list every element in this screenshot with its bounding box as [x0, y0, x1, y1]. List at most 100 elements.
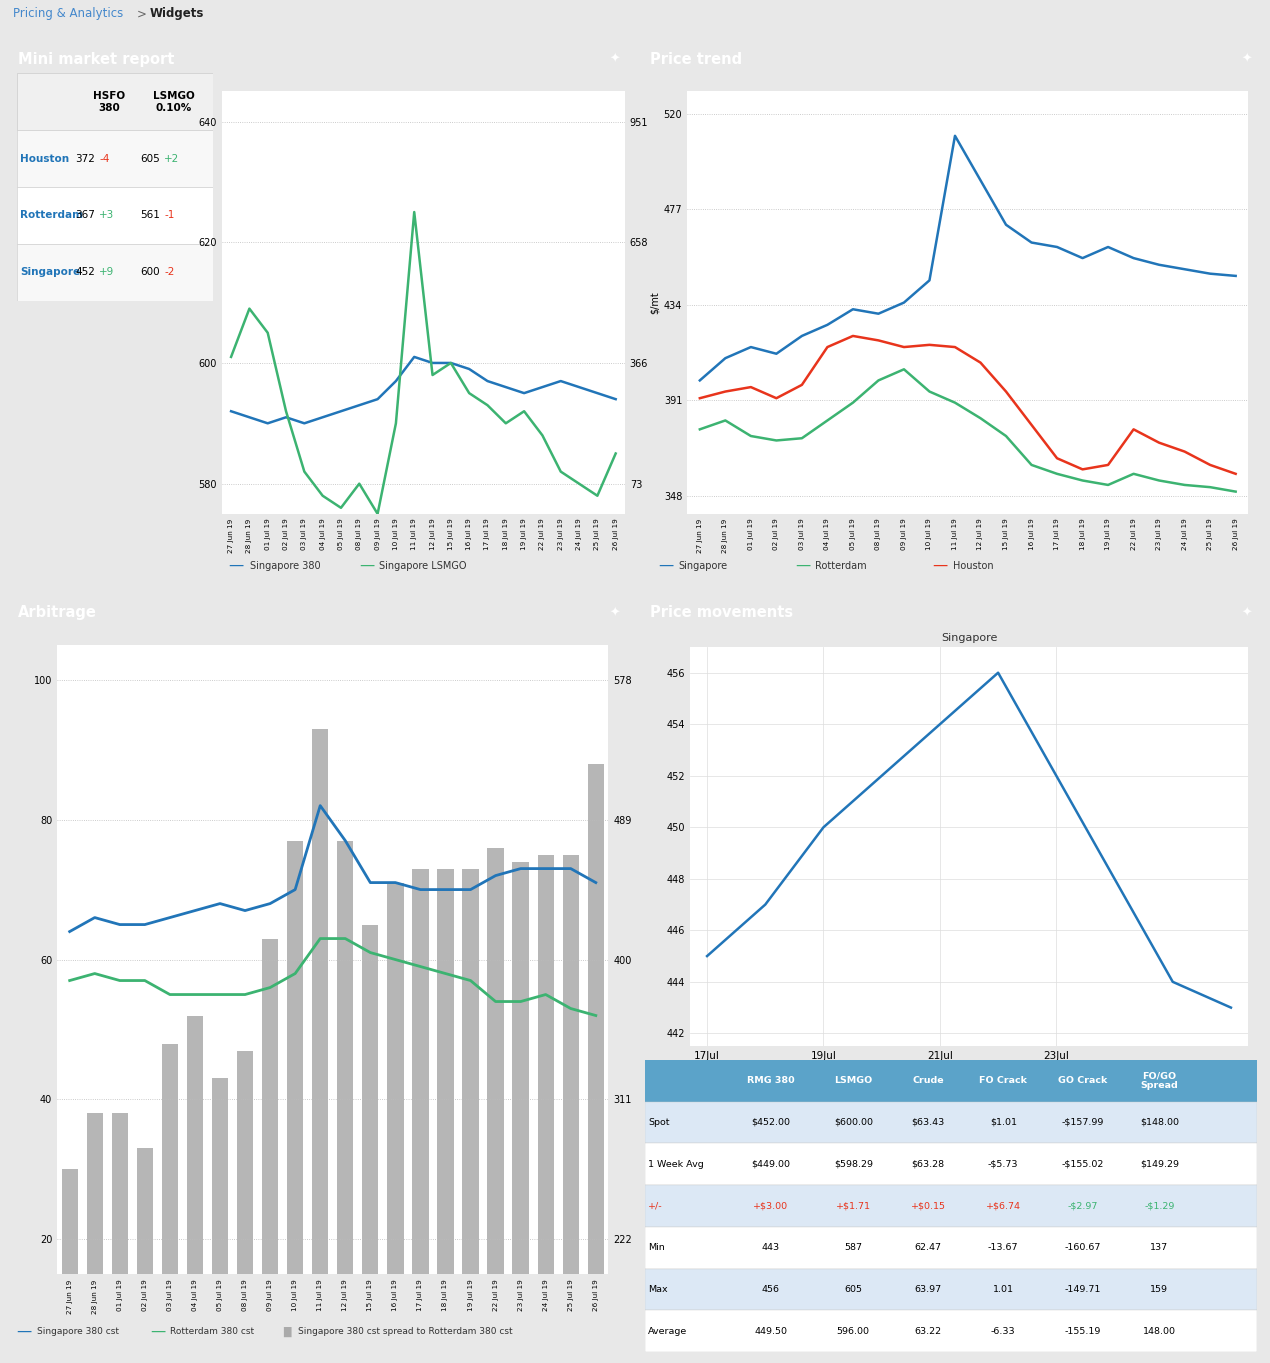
Text: Min: Min [648, 1243, 665, 1253]
Text: Singapore 380 cst spread to Rotterdam 380 cst: Singapore 380 cst spread to Rotterdam 38… [298, 1328, 513, 1336]
Bar [645, 1269, 1257, 1310]
Text: 452: 452 [75, 267, 95, 277]
Text: -149.71: -149.71 [1064, 1285, 1101, 1293]
Bar [387, 883, 404, 1363]
Text: GO Crack: GO Crack [1058, 1077, 1107, 1085]
Text: -13.67: -13.67 [988, 1243, 1019, 1253]
Text: 587: 587 [845, 1243, 862, 1253]
Text: Houston: Houston [20, 154, 70, 164]
Text: Singapore: Singapore [20, 267, 80, 277]
Text: $598.29: $598.29 [834, 1160, 872, 1168]
Bar [262, 939, 278, 1363]
Bar [212, 1078, 229, 1363]
Text: -160.67: -160.67 [1064, 1243, 1101, 1253]
Bar [86, 1114, 103, 1363]
Bar [17, 131, 213, 187]
Text: 605: 605 [845, 1285, 862, 1293]
Text: 1 Week Avg: 1 Week Avg [648, 1160, 704, 1168]
Text: RMG 380: RMG 380 [747, 1077, 795, 1085]
Text: 63.22: 63.22 [914, 1326, 942, 1336]
Text: -4: -4 [99, 154, 109, 164]
Bar [237, 1051, 253, 1363]
Bar [537, 855, 554, 1363]
Text: Rotterdam: Rotterdam [20, 210, 84, 221]
Text: $63.43: $63.43 [912, 1118, 945, 1127]
Text: Rotterdam: Rotterdam [815, 560, 867, 571]
Text: 605: 605 [141, 154, 160, 164]
Bar [437, 868, 453, 1363]
Text: 1.01: 1.01 [993, 1285, 1013, 1293]
Text: -1: -1 [164, 210, 174, 221]
Bar [112, 1114, 128, 1363]
Text: 596.00: 596.00 [837, 1326, 870, 1336]
Text: HSFO
380: HSFO 380 [93, 91, 124, 113]
Text: Widgets: Widgets [150, 7, 204, 20]
Bar [513, 861, 528, 1363]
Text: -$155.02: -$155.02 [1062, 1160, 1104, 1168]
Bar [287, 841, 304, 1363]
Bar [462, 868, 479, 1363]
Text: —: — [932, 557, 947, 574]
Text: Pricing & Analytics: Pricing & Analytics [13, 7, 123, 20]
Text: 600: 600 [141, 267, 160, 277]
Text: ✦: ✦ [1242, 53, 1252, 65]
Text: $600.00: $600.00 [834, 1118, 872, 1127]
Text: Mini market report: Mini market report [18, 52, 174, 67]
Text: —: — [229, 557, 244, 574]
Text: LSMGO
0.10%: LSMGO 0.10% [154, 91, 194, 113]
Text: Singapore 380 cst: Singapore 380 cst [37, 1328, 119, 1336]
Text: -$157.99: -$157.99 [1062, 1118, 1104, 1127]
Bar [645, 1184, 1257, 1227]
Bar [17, 74, 213, 131]
Text: +$0.15: +$0.15 [911, 1201, 946, 1210]
Text: -155.19: -155.19 [1064, 1326, 1101, 1336]
Text: 63.97: 63.97 [914, 1285, 942, 1293]
Text: +9: +9 [99, 267, 114, 277]
Text: —: — [795, 557, 810, 574]
Text: —: — [658, 557, 673, 574]
Text: +3: +3 [99, 210, 114, 221]
Text: 443: 443 [762, 1243, 780, 1253]
Text: +$1.71: +$1.71 [836, 1201, 871, 1210]
Bar [563, 855, 579, 1363]
Text: Singapore: Singapore [678, 560, 728, 571]
Title: Singapore: Singapore [941, 634, 997, 643]
Text: Arbitrage: Arbitrage [18, 605, 97, 620]
Text: Houston: Houston [952, 560, 993, 571]
Text: 449.50: 449.50 [754, 1326, 787, 1336]
Bar [17, 187, 213, 244]
Text: —: — [17, 1323, 32, 1340]
Text: $63.28: $63.28 [912, 1160, 945, 1168]
Bar [645, 1310, 1257, 1352]
Bar [645, 1144, 1257, 1184]
Bar [362, 924, 378, 1363]
Bar [312, 729, 329, 1363]
Text: 561: 561 [140, 210, 160, 221]
Bar [645, 1101, 1257, 1144]
Text: +$6.74: +$6.74 [986, 1201, 1021, 1210]
Text: -$1.29: -$1.29 [1144, 1201, 1175, 1210]
Bar [61, 1169, 77, 1363]
Text: 367: 367 [75, 210, 95, 221]
Text: Max: Max [648, 1285, 668, 1293]
Text: 159: 159 [1151, 1285, 1168, 1293]
Text: ✦: ✦ [610, 607, 620, 619]
Text: ✦: ✦ [1242, 607, 1252, 619]
Text: Average: Average [648, 1326, 687, 1336]
Text: FO Crack: FO Crack [979, 1077, 1027, 1085]
Text: -2: -2 [164, 267, 174, 277]
Text: FO/GO
Spread: FO/GO Spread [1140, 1071, 1179, 1090]
Bar [488, 848, 504, 1363]
Text: $449.00: $449.00 [751, 1160, 790, 1168]
Text: Price trend: Price trend [650, 52, 742, 67]
Text: >: > [137, 7, 147, 20]
Text: $148.00: $148.00 [1140, 1118, 1179, 1127]
Bar [187, 1015, 203, 1363]
Y-axis label: $/mt: $/mt [649, 292, 659, 313]
Bar [137, 1149, 152, 1363]
Text: LSMGO: LSMGO [834, 1077, 872, 1085]
Bar [588, 763, 605, 1363]
Text: Crude: Crude [912, 1077, 944, 1085]
Text: -$5.73: -$5.73 [988, 1160, 1019, 1168]
Text: +$3.00: +$3.00 [753, 1201, 789, 1210]
